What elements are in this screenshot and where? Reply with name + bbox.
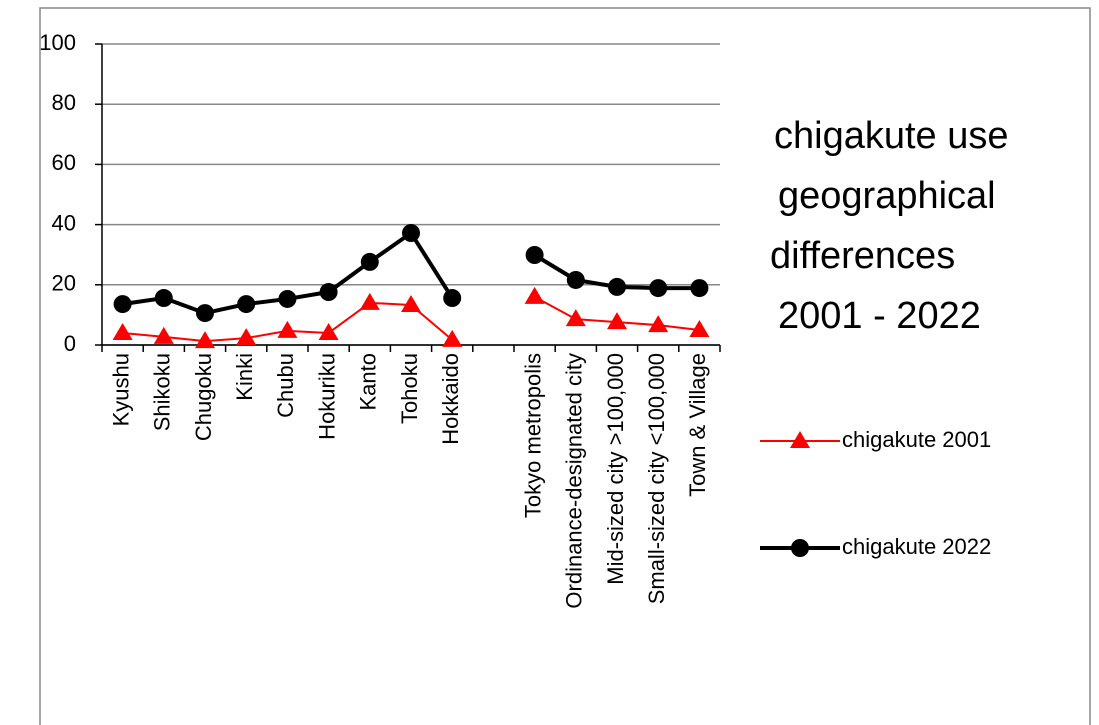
- x-tick-label: Town & Village: [685, 353, 710, 497]
- data-point: [236, 328, 257, 346]
- x-tick-label: Ordinance-designated city: [562, 353, 587, 609]
- data-point: [566, 270, 585, 289]
- x-tick-label: Tokyo metropolis: [520, 353, 545, 518]
- data-point: [154, 289, 173, 308]
- x-tick-label: Shikoku: [150, 353, 175, 431]
- chart-title: geographical: [778, 175, 996, 217]
- data-point: [648, 315, 669, 333]
- y-tick-label: 100: [39, 30, 76, 55]
- data-point: [402, 224, 420, 243]
- y-tick-label: 80: [52, 90, 76, 115]
- y-tick-label: 60: [52, 150, 76, 175]
- data-point: [607, 312, 627, 330]
- data-point: [319, 283, 338, 302]
- y-tick-label: 40: [52, 210, 76, 235]
- data-point: [112, 322, 133, 340]
- x-tick-label: Hokkaido: [438, 353, 463, 445]
- x-tick-label: Chubu: [273, 353, 298, 418]
- data-point: [153, 326, 174, 344]
- x-tick-label: Kanto: [356, 353, 381, 411]
- data-point: [442, 329, 463, 347]
- x-tick-label: Kyushu: [108, 353, 133, 426]
- x-tick-label: Hokuriku: [314, 353, 339, 440]
- chart-title: differences: [770, 235, 955, 277]
- x-tick-label: Tohoku: [397, 353, 422, 424]
- chart-title: chigakute use: [774, 115, 1009, 157]
- legend-marker: [790, 431, 810, 448]
- data-point: [401, 294, 421, 312]
- data-point: [565, 309, 586, 327]
- chart-title: 2001 - 2022: [778, 295, 981, 337]
- data-point: [359, 292, 380, 310]
- chart-frame: [39, 7, 1091, 725]
- x-tick-label: Kinki: [232, 353, 257, 401]
- data-point: [608, 277, 626, 296]
- data-point: [278, 289, 297, 308]
- x-tick-label: Chugoku: [191, 353, 216, 441]
- data-point: [649, 279, 668, 298]
- legend-label: chigakute 2001: [842, 427, 991, 452]
- data-point: [237, 295, 256, 314]
- data-point: [318, 322, 339, 340]
- y-tick-label: 0: [64, 331, 76, 356]
- data-point: [360, 252, 379, 271]
- data-point: [443, 289, 462, 308]
- data-point: [195, 331, 215, 349]
- x-tick-label: Small-sized city <100,000: [644, 353, 669, 604]
- legend-marker: [791, 539, 809, 557]
- data-point: [196, 304, 214, 323]
- data-point: [689, 319, 710, 337]
- data-point: [113, 295, 132, 314]
- data-point: [277, 320, 298, 338]
- legend-label: chigakute 2022: [842, 534, 991, 559]
- data-point: [525, 246, 544, 265]
- data-point: [690, 279, 709, 298]
- x-tick-label: Mid-sized city >100,000: [603, 353, 628, 585]
- y-tick-label: 20: [52, 271, 76, 296]
- data-point: [524, 286, 545, 304]
